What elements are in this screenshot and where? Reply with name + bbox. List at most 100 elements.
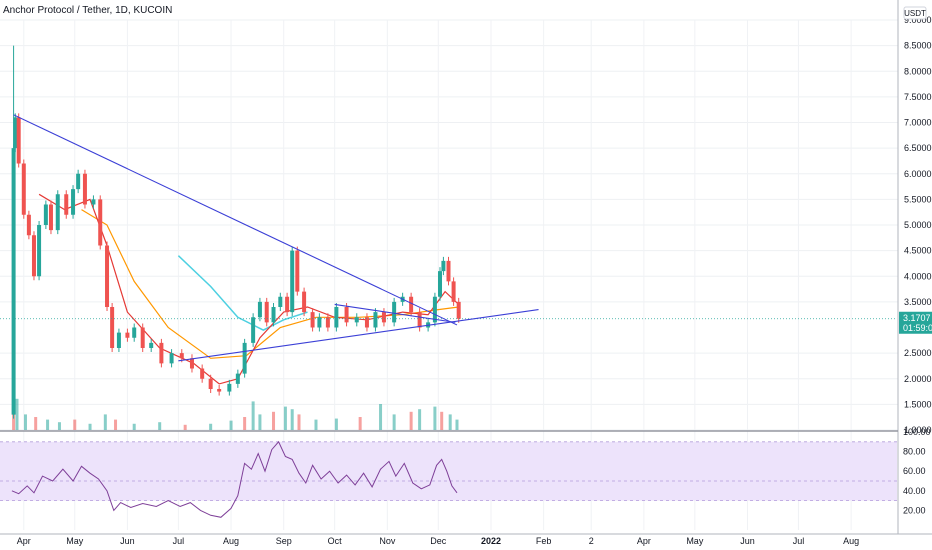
currency-label: USDT	[904, 9, 926, 18]
rsi-tick-label: 20.00	[903, 505, 926, 515]
trendline	[178, 309, 539, 362]
volume-bar	[418, 409, 422, 430]
price-tick-label: 4.0000	[904, 271, 932, 281]
candle-body	[257, 301, 262, 318]
price-tick-label: 3.5000	[904, 297, 932, 307]
volume-bar	[15, 398, 19, 430]
candle-body	[354, 317, 359, 323]
candle-body	[235, 373, 240, 384]
candle-body	[295, 250, 300, 292]
candle-body	[373, 312, 378, 328]
candle-body	[364, 317, 369, 328]
rsi-line	[11, 440, 458, 518]
candle-body	[251, 317, 256, 343]
time-tick-label: Sep	[276, 536, 292, 546]
volume-bar	[209, 423, 213, 430]
volume-bar	[183, 424, 187, 430]
price-tick-label: 2.0000	[904, 374, 932, 384]
candle-body	[227, 383, 232, 392]
candle-body	[325, 317, 330, 328]
candle-body	[381, 312, 386, 323]
candle-body	[290, 250, 295, 313]
volume-bar	[57, 422, 61, 430]
ma-orange-line	[81, 209, 459, 359]
volume-bar	[34, 417, 38, 430]
candle-body	[441, 260, 446, 272]
ma-red-line	[38, 193, 460, 385]
moving-averages	[38, 193, 460, 385]
time-tick-label: 2	[589, 536, 594, 546]
candle-body	[125, 332, 130, 338]
volume-bar	[73, 419, 77, 430]
volume-bar	[114, 419, 118, 430]
volume-bar	[314, 419, 318, 430]
volume-bar	[392, 414, 396, 430]
candle-body	[242, 342, 247, 374]
price-tick-label: 8.0000	[904, 66, 932, 76]
candle-body	[200, 368, 205, 379]
price-tick-label: 4.5000	[904, 246, 932, 256]
candle-body	[334, 307, 339, 328]
price-series	[0, 45, 897, 419]
volume-bar	[440, 411, 444, 430]
candle-body	[159, 342, 164, 364]
price-badge: 3.1707 01:59:02	[899, 311, 932, 334]
rsi-series	[11, 440, 458, 518]
time-tick-label: Apr	[637, 536, 651, 546]
candle-body	[64, 194, 69, 215]
candle-body	[55, 194, 60, 231]
candle-body	[98, 199, 103, 246]
rsi-band	[0, 441, 897, 502]
ma-cyan-line	[177, 255, 308, 331]
price-tick-label: 2.5000	[904, 348, 932, 358]
time-tick-label: Aug	[843, 536, 859, 546]
candle-body	[217, 389, 222, 392]
candle-body	[91, 199, 96, 205]
rsi-band-fill	[0, 441, 897, 501]
candle-body	[271, 307, 276, 323]
candle-body	[432, 296, 437, 323]
candle-body	[13, 117, 18, 149]
candle-body	[179, 353, 184, 359]
volume-bar	[455, 419, 459, 430]
price-tick-label: 6.0000	[904, 169, 932, 179]
candle-body	[105, 245, 110, 307]
volume-bar	[290, 409, 294, 430]
time-tick-label: Jul	[173, 536, 185, 546]
trendline	[334, 303, 456, 323]
candle-body	[26, 214, 31, 236]
price-tick-label: 5.0000	[904, 220, 932, 230]
price-tick-label: 1.5000	[904, 399, 932, 409]
volume-bar	[283, 406, 287, 430]
candle-body	[76, 173, 81, 190]
candle-body	[208, 378, 213, 389]
volume-bar	[272, 411, 276, 430]
time-tick-label: Apr	[17, 536, 31, 546]
trendlines[interactable]	[13, 114, 539, 362]
time-tick-label: Jul	[793, 536, 805, 546]
price-tick-label: 7.5000	[904, 92, 932, 102]
rsi-tick-label: 80.00	[903, 447, 926, 457]
candle-body	[110, 307, 115, 348]
candle-body	[169, 353, 174, 364]
price-tick-label: 8.5000	[904, 41, 932, 51]
volume-bar	[243, 417, 247, 430]
time-tick-label: Oct	[328, 536, 343, 546]
price-tick-label: 6.5000	[904, 143, 932, 153]
candle-body	[302, 291, 307, 313]
candle-body	[116, 332, 121, 348]
currency-button[interactable]	[903, 6, 927, 20]
time-tick-label: Nov	[379, 536, 396, 546]
candle-body	[451, 281, 456, 302]
time-tick-label: May	[686, 536, 704, 546]
price-tick-label: 7.0000	[904, 118, 932, 128]
candle-body	[71, 189, 76, 215]
time-tick-label: Aug	[223, 536, 239, 546]
volume-bar	[448, 414, 452, 430]
candle-body	[344, 307, 349, 323]
volume-bars	[12, 378, 459, 430]
time-tick-label: Jun	[740, 536, 755, 546]
time-tick-label: Dec	[430, 536, 447, 546]
